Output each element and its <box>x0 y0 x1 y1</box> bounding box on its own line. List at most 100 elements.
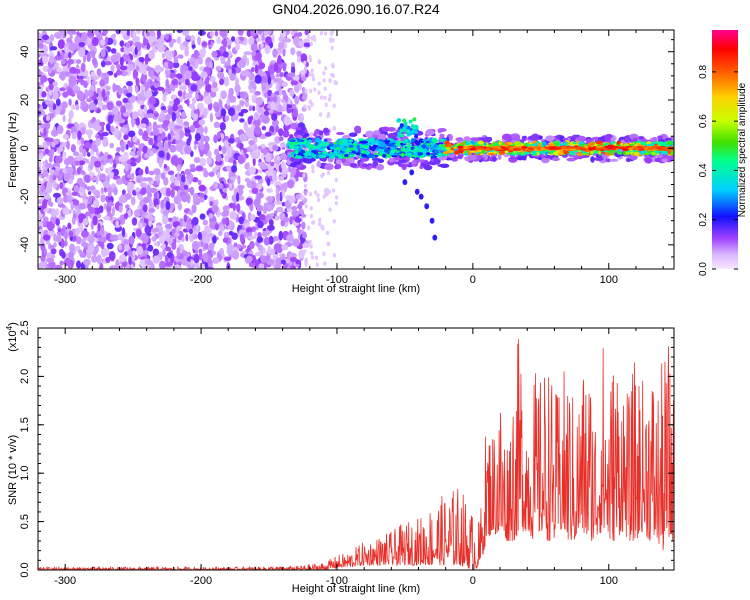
noise-blob <box>303 249 307 254</box>
noise-blob <box>164 87 173 93</box>
noise-blob <box>256 205 264 212</box>
signal-core <box>423 148 428 153</box>
noise-blob <box>132 250 136 257</box>
noise-blob <box>101 72 110 78</box>
noise-blob <box>122 53 130 63</box>
noise-blob <box>302 56 306 61</box>
noise-blob <box>65 45 69 54</box>
noise-blob <box>263 264 267 269</box>
signal-halo <box>661 158 668 163</box>
noise-blob <box>164 70 171 75</box>
signal-halo <box>303 132 310 137</box>
noise-blob <box>186 98 190 107</box>
noise-blob <box>229 179 233 184</box>
noise-blob <box>54 264 63 269</box>
noise-blob <box>53 126 57 131</box>
noise-blob <box>62 114 66 122</box>
noise-blob <box>197 231 203 240</box>
signal-core <box>382 140 391 143</box>
noise-blob <box>334 201 338 206</box>
noise-blob <box>265 152 272 162</box>
noise-blob <box>184 129 192 134</box>
signal-peak <box>548 146 557 149</box>
noise-blob <box>52 174 57 181</box>
noise-blob <box>267 224 275 231</box>
noise-blob <box>86 152 91 157</box>
noise-blob <box>250 150 257 159</box>
signal-core <box>414 140 421 146</box>
noise-blob <box>250 51 257 57</box>
noise-blob <box>301 76 307 82</box>
noise-blob <box>269 212 275 217</box>
noise-blob <box>165 78 170 89</box>
noise-blob <box>99 79 106 88</box>
signal-halo <box>411 160 417 165</box>
noise-blob <box>106 242 114 250</box>
noise-blob <box>199 145 205 151</box>
noise-blob <box>170 155 179 166</box>
noise-blob <box>75 236 82 245</box>
noise-blob <box>220 108 227 117</box>
noise-blob <box>162 120 170 126</box>
noise-blob <box>190 150 194 157</box>
noise-blob <box>257 244 264 252</box>
noise-blob <box>88 191 92 195</box>
noise-blob <box>189 125 196 133</box>
noise-blob <box>81 181 86 187</box>
noise-blob <box>119 56 124 67</box>
noise-blob <box>210 75 216 83</box>
noise-blob <box>84 211 91 217</box>
signal-core <box>508 150 513 153</box>
noise-blob <box>252 156 256 167</box>
noise-blob <box>327 112 331 117</box>
noise-blob <box>59 260 64 266</box>
noise-blob <box>206 156 212 165</box>
noise-blob <box>40 184 45 193</box>
noise-blob <box>91 80 98 86</box>
noise-blob <box>122 112 129 117</box>
noise-blob <box>271 113 278 121</box>
noise-blob <box>274 181 282 188</box>
signal-core <box>372 140 380 144</box>
noise-blob <box>199 49 206 58</box>
noise-blob <box>313 37 317 42</box>
noise-blob <box>224 115 230 122</box>
noise-blob <box>120 142 125 153</box>
signal-core <box>498 150 505 155</box>
noise-blob <box>94 30 99 36</box>
noise-blob <box>79 191 84 197</box>
noise-blob <box>74 68 81 74</box>
noise-blob <box>202 252 209 263</box>
signal-core <box>431 137 438 143</box>
noise-blob <box>92 57 97 66</box>
noise-blob <box>199 196 205 203</box>
signal-halo <box>470 137 480 141</box>
noise-blob <box>130 196 136 206</box>
noise-blob <box>322 251 326 256</box>
noise-blob <box>204 95 212 105</box>
noise-blob <box>153 242 159 246</box>
noise-blob <box>76 260 81 269</box>
noise-blob <box>294 217 302 223</box>
noise-blob <box>49 55 55 64</box>
noise-blob <box>93 98 98 105</box>
signal-core <box>396 148 401 151</box>
noise-blob <box>61 101 68 109</box>
noise-blob <box>184 93 193 99</box>
noise-blob <box>209 30 214 38</box>
signal-core <box>336 139 340 145</box>
signal-peak <box>463 146 468 150</box>
noise-blob <box>194 132 201 142</box>
noise-blob <box>253 230 258 239</box>
noise-blob <box>174 125 183 130</box>
noise-blob <box>278 230 283 241</box>
noise-blob <box>332 253 337 258</box>
signal-tail <box>429 217 435 224</box>
noise-blob <box>190 258 194 267</box>
noise-blob <box>325 230 330 236</box>
noise-blob <box>144 225 152 234</box>
noise-blob <box>76 31 80 37</box>
noise-blob <box>303 183 308 188</box>
noise-blob <box>157 44 166 53</box>
noise-blob <box>231 165 238 173</box>
